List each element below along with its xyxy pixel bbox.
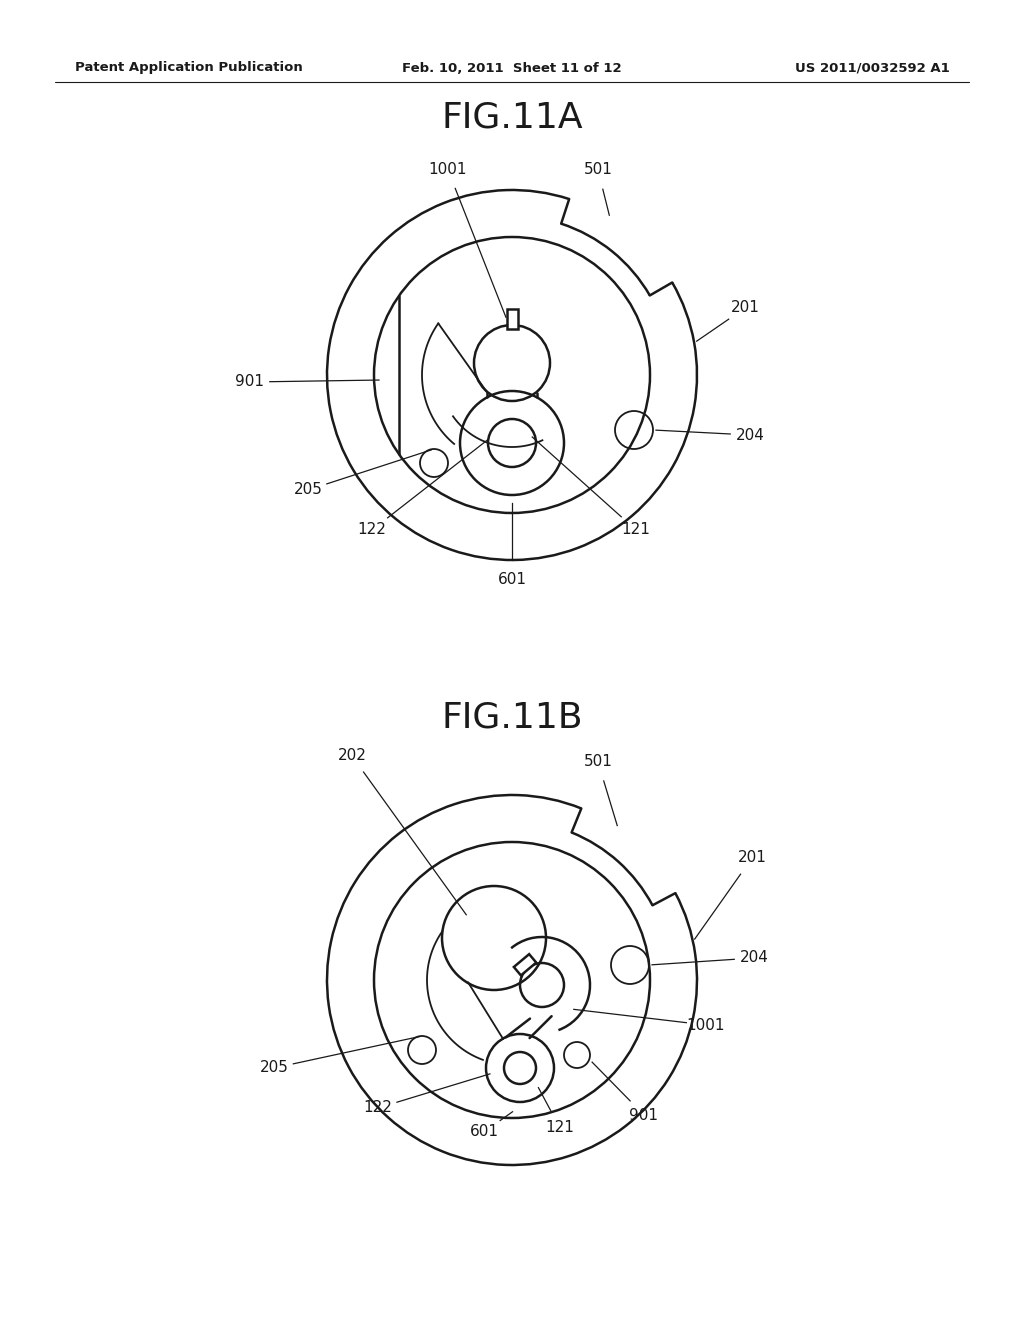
Text: 204: 204 <box>739 950 768 965</box>
Bar <box>514 954 537 975</box>
Text: 205: 205 <box>294 483 323 498</box>
Text: 121: 121 <box>622 523 650 537</box>
Text: 201: 201 <box>730 301 760 315</box>
Text: 601: 601 <box>469 1125 499 1139</box>
Text: Patent Application Publication: Patent Application Publication <box>75 62 303 74</box>
Text: 501: 501 <box>584 755 612 770</box>
Text: 501: 501 <box>584 162 612 177</box>
Text: 205: 205 <box>259 1060 289 1076</box>
Text: 201: 201 <box>737 850 766 866</box>
Text: US 2011/0032592 A1: US 2011/0032592 A1 <box>796 62 950 74</box>
Text: 901: 901 <box>236 375 264 389</box>
Text: 601: 601 <box>498 573 526 587</box>
Text: FIG.11B: FIG.11B <box>441 701 583 735</box>
Text: Feb. 10, 2011  Sheet 11 of 12: Feb. 10, 2011 Sheet 11 of 12 <box>402 62 622 74</box>
Text: 204: 204 <box>735 428 765 442</box>
Text: FIG.11A: FIG.11A <box>441 102 583 135</box>
Bar <box>507 309 517 329</box>
Text: 1001: 1001 <box>429 162 467 177</box>
Text: 1001: 1001 <box>687 1018 725 1032</box>
Text: 202: 202 <box>338 748 367 763</box>
Text: 121: 121 <box>546 1121 574 1135</box>
Text: 122: 122 <box>357 523 386 537</box>
Text: 122: 122 <box>364 1101 392 1115</box>
Text: 901: 901 <box>630 1107 658 1122</box>
